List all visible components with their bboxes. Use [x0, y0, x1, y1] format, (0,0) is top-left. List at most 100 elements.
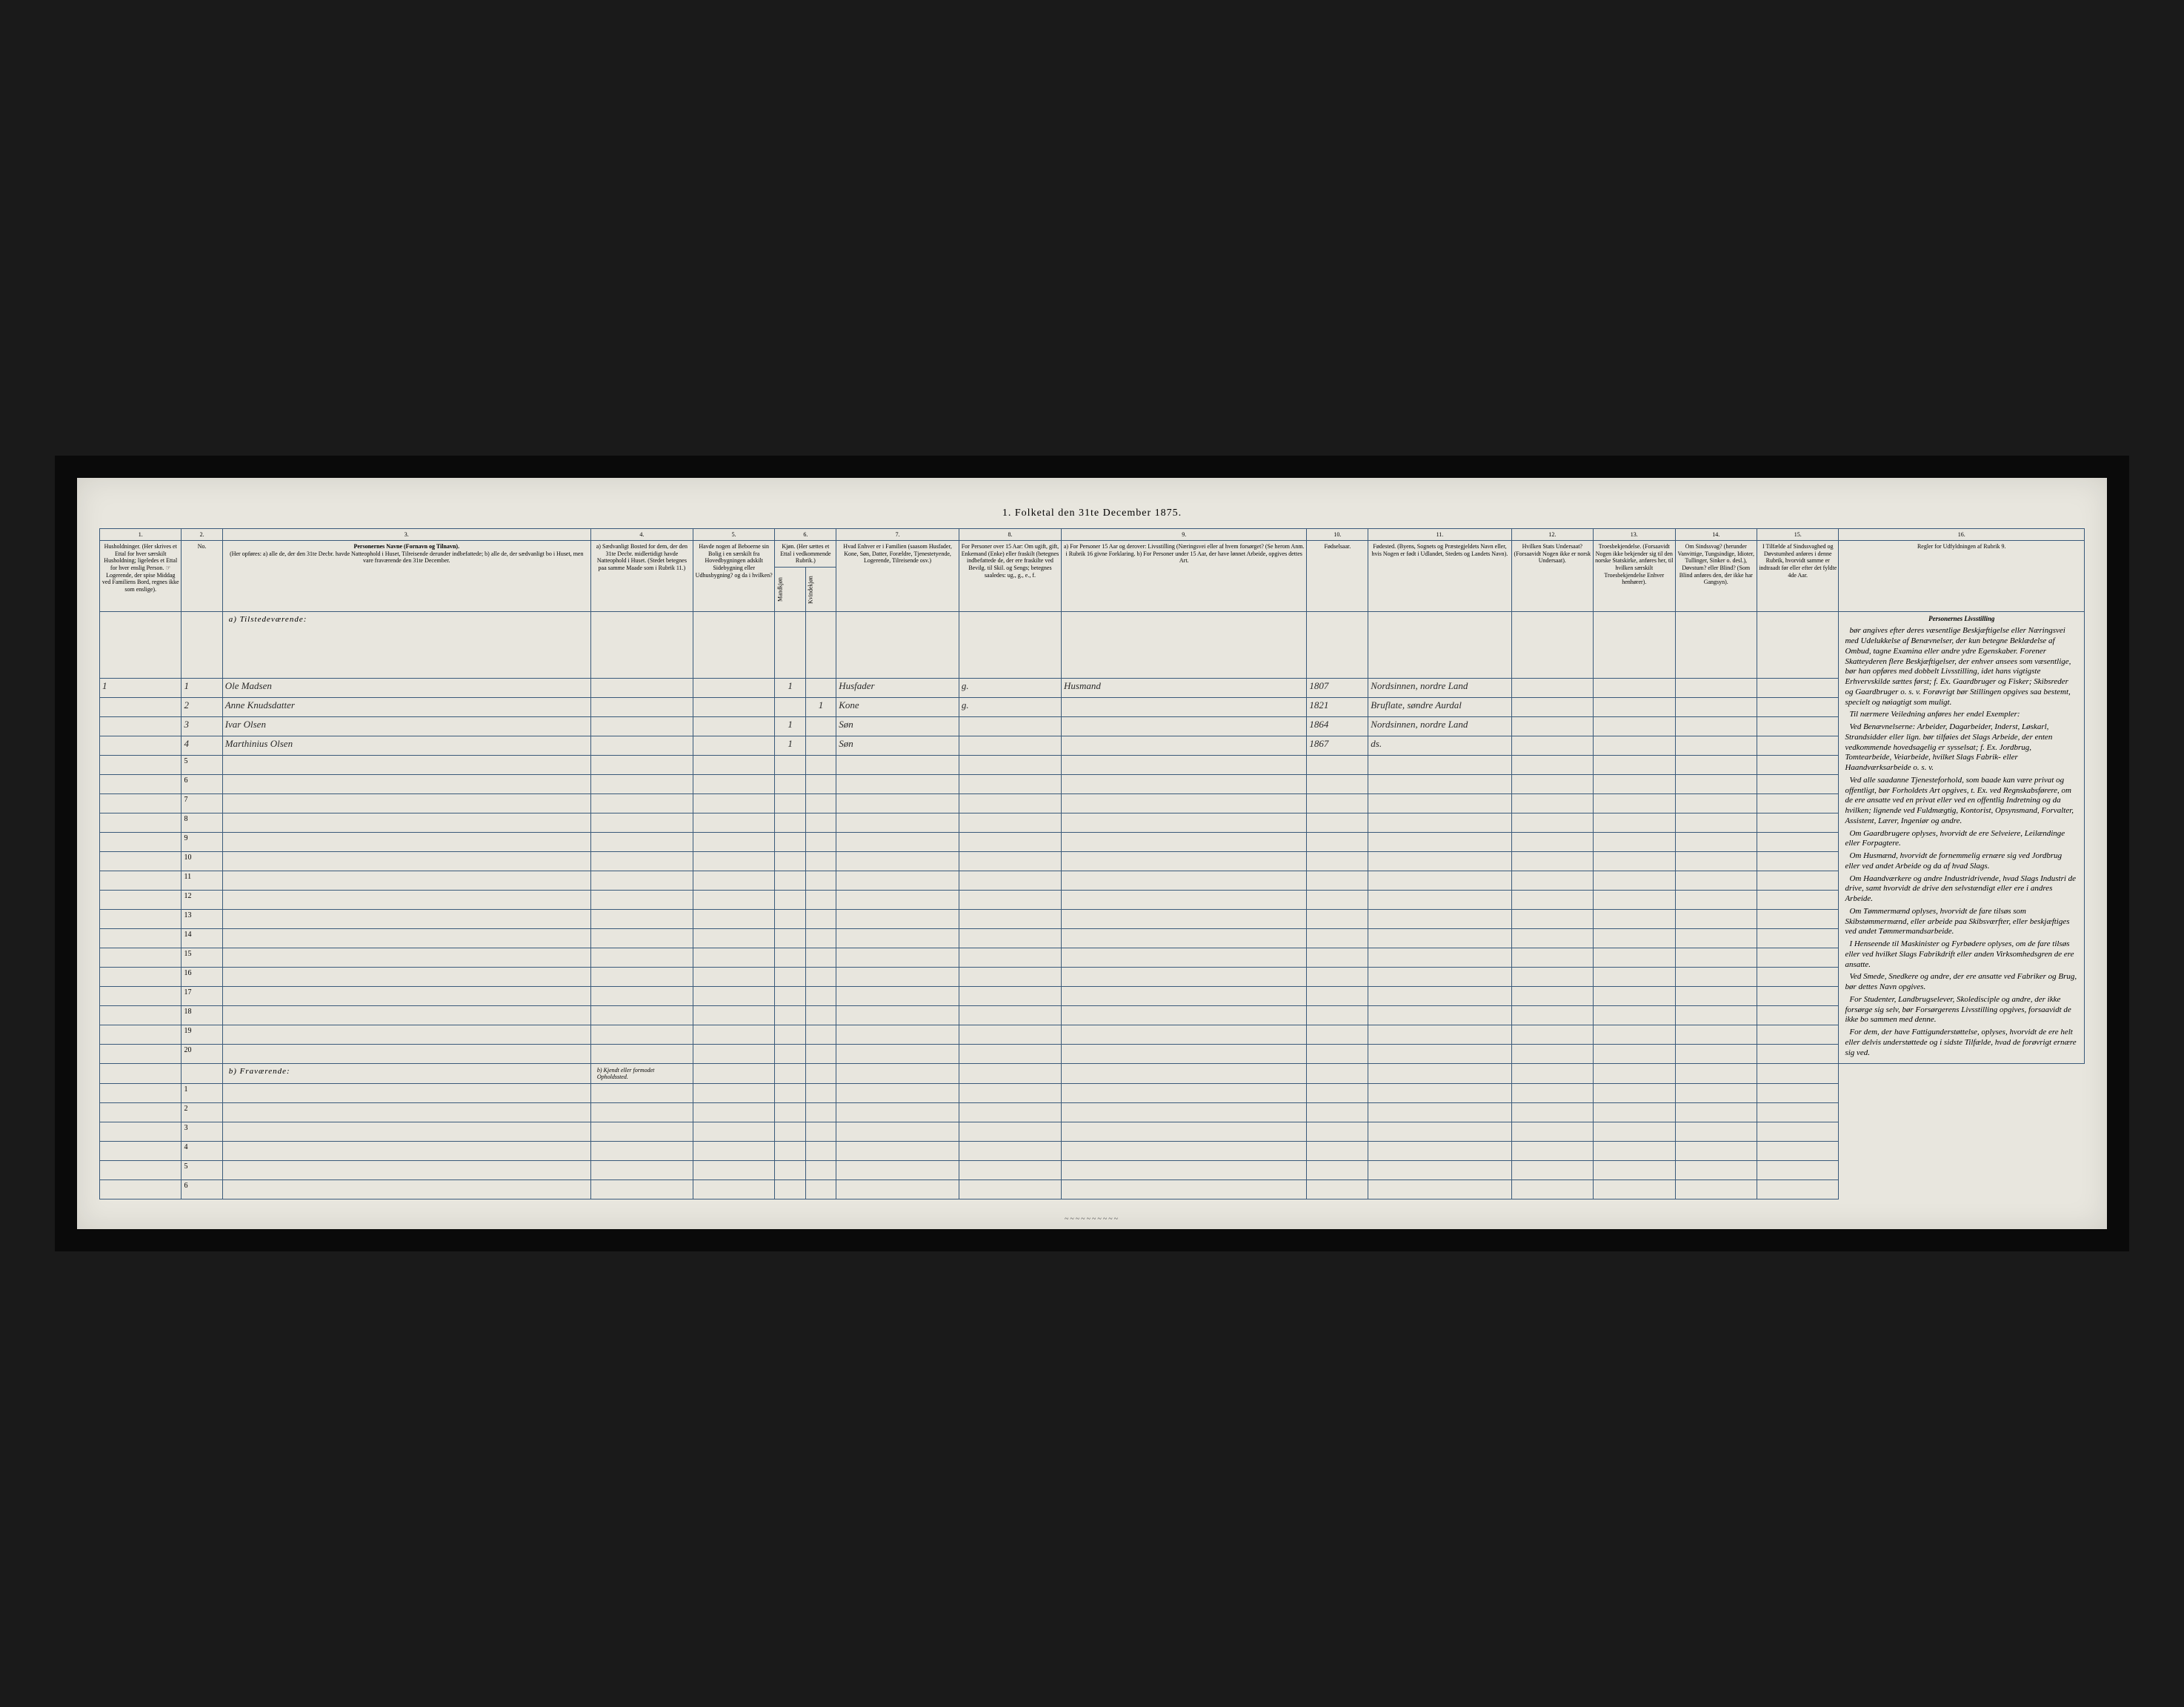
header-c14: Om Sindssvag? (herunder Vanvittige, Tung…	[1675, 541, 1757, 612]
header-c3-sub: (Her opføres: a) alle de, der den 31te D…	[224, 550, 589, 565]
instructions-cell: Personernes Livsstilling bør angives eft…	[1839, 612, 2085, 1064]
table-row: 4	[100, 1142, 2085, 1161]
table-row: 6	[100, 775, 2085, 794]
instructions-title: Personernes Livsstilling	[1845, 615, 2078, 623]
cell-rownum: 6	[182, 1180, 222, 1199]
cell-name: Anne Knudsdatter	[222, 698, 590, 717]
present-section: a) Tilstedeværende: Personernes Livsstil…	[100, 612, 2085, 1064]
cell-c4	[590, 717, 693, 736]
instructions-paragraph: Ved alle saadanne Tjenesteforhold, som b…	[1845, 776, 2078, 827]
header-c12: Hvilken Stats Undersaat? (Forsaavidt Nog…	[1511, 541, 1593, 612]
cell-rownum: 17	[182, 987, 222, 1006]
table-row: 1	[100, 1084, 2085, 1103]
absent-label: b) Fraværende:	[222, 1064, 590, 1084]
colnum-7: 7.	[836, 528, 959, 541]
cell-rownum: 7	[182, 794, 222, 813]
colnum-12: 12.	[1511, 528, 1593, 541]
header-c9: a) For Personer 15 Aar og derover: Livss…	[1062, 541, 1307, 612]
cell-relation: Søn	[836, 736, 959, 756]
cell-rownum: 2	[182, 698, 222, 717]
cell-rownum: 18	[182, 1006, 222, 1025]
header-c11: Fødested. (Byens, Sognets og Præstegjeld…	[1368, 541, 1511, 612]
cell-rownum: 3	[182, 1122, 222, 1142]
cell-marital: g.	[959, 679, 1061, 698]
cell-relation: Kone	[836, 698, 959, 717]
cell-c14	[1675, 679, 1757, 698]
cell-c15	[1757, 736, 1838, 756]
table-row: 10	[100, 852, 2085, 871]
cell-occupation: Husmand	[1062, 679, 1307, 698]
table-row: 3Ivar Olsen1Søn1864Nordsinnen, nordre La…	[100, 717, 2085, 736]
cell-household	[100, 698, 182, 717]
cell-name: Marthinius Olsen	[222, 736, 590, 756]
cell-rownum: 19	[182, 1025, 222, 1045]
column-label-row: Husholdninger. (Her skrives et Ettal for…	[100, 541, 2085, 568]
cell-rownum: 12	[182, 891, 222, 910]
cell-rownum: 20	[182, 1045, 222, 1064]
cell-marital: g.	[959, 698, 1061, 717]
cell-relation: Husfader	[836, 679, 959, 698]
cell-rownum: 16	[182, 968, 222, 987]
table-row: 13	[100, 910, 2085, 929]
cell-household: 1	[100, 679, 182, 698]
cell-c12	[1511, 698, 1593, 717]
cell-sex-f	[805, 679, 836, 698]
header-c13: Troesbekjendelse. (Forsaavidt Nogen ikke…	[1594, 541, 1675, 612]
instructions-paragraph: Ved Benævnelserne: Arbeider, Dagarbeider…	[1845, 722, 2078, 773]
header-c6: Kjøn. (Her sættes et Ettal i vedkommende…	[775, 541, 836, 568]
header-c16: Regler for Udfyldningen af Rubrik 9.	[1839, 541, 2085, 612]
cell-c4	[590, 698, 693, 717]
colnum-13: 13.	[1594, 528, 1675, 541]
instructions-paragraph: For dem, der have Fattigunderstøttelse, …	[1845, 1028, 2078, 1058]
cell-c14	[1675, 717, 1757, 736]
cell-c14	[1675, 736, 1757, 756]
binding-mark: ~~~~~~~~~~	[1065, 1215, 1119, 1223]
cell-birthplace: Nordsinnen, nordre Land	[1368, 717, 1511, 736]
table-row: 14	[100, 929, 2085, 948]
instructions-paragraph: Om Gaardbrugere oplyses, hvorvidt de ere…	[1845, 829, 2078, 850]
cell-birthplace: Nordsinnen, nordre Land	[1368, 679, 1511, 698]
cell-c5	[693, 679, 774, 698]
colnum-1: 1.	[100, 528, 182, 541]
header-c1: Husholdninger. (Her skrives et Ettal for…	[100, 541, 182, 612]
header-c4: a) Sædvanligt Bosted for dem, der den 31…	[590, 541, 693, 612]
cell-rownum: 10	[182, 852, 222, 871]
instructions-body: bør angives efter deres væsentlige Beskj…	[1845, 626, 2078, 1058]
cell-c12	[1511, 717, 1593, 736]
instructions-paragraph: Ved Smede, Snedkere og andre, der ere an…	[1845, 972, 2078, 993]
table-row: 2Anne Knudsdatter1Koneg.1821Bruflate, sø…	[100, 698, 2085, 717]
header-c2: No.	[182, 541, 222, 612]
cell-c5	[693, 736, 774, 756]
instructions-paragraph: I Henseende til Maskinister og Fyrbødere…	[1845, 939, 2078, 970]
cell-rownum: 8	[182, 813, 222, 833]
table-row: 19	[100, 1025, 2085, 1045]
cell-c13	[1594, 717, 1675, 736]
cell-birthyear: 1867	[1307, 736, 1368, 756]
census-page: 1. Folketal den 31te December 1875. 1. 2…	[77, 478, 2107, 1230]
absent-heading-row: b) Fraværende: b) Kjendt eller formodet …	[100, 1064, 2085, 1084]
cell-name: Ole Madsen	[222, 679, 590, 698]
colnum-11: 11.	[1368, 528, 1511, 541]
colnum-9: 9.	[1062, 528, 1307, 541]
header-c10: Fødselsaar.	[1307, 541, 1368, 612]
instructions-paragraph: bør angives efter deres væsentlige Beskj…	[1845, 626, 2078, 708]
table-row: 4Marthinius Olsen1Søn1867ds.	[100, 736, 2085, 756]
header-c3-title: Personernes Navne (Fornavn og Tilnavn).	[224, 543, 589, 550]
cell-birthplace: ds.	[1368, 736, 1511, 756]
cell-sex-m: 1	[775, 736, 805, 756]
cell-c5	[693, 698, 774, 717]
table-row: 6	[100, 1180, 2085, 1199]
cell-c13	[1594, 679, 1675, 698]
absent-section: b) Fraværende: b) Kjendt eller formodet …	[100, 1064, 2085, 1199]
present-label: a) Tilstedeværende:	[222, 612, 590, 679]
cell-rownum: 15	[182, 948, 222, 968]
table-row: 17	[100, 987, 2085, 1006]
cell-marital	[959, 736, 1061, 756]
cell-birthyear: 1821	[1307, 698, 1368, 717]
cell-household	[100, 717, 182, 736]
header-c3: Personernes Navne (Fornavn og Tilnavn). …	[222, 541, 590, 612]
table-row: 2	[100, 1103, 2085, 1122]
cell-c5	[693, 717, 774, 736]
cell-sex-f	[805, 717, 836, 736]
cell-rownum: 5	[182, 1161, 222, 1180]
